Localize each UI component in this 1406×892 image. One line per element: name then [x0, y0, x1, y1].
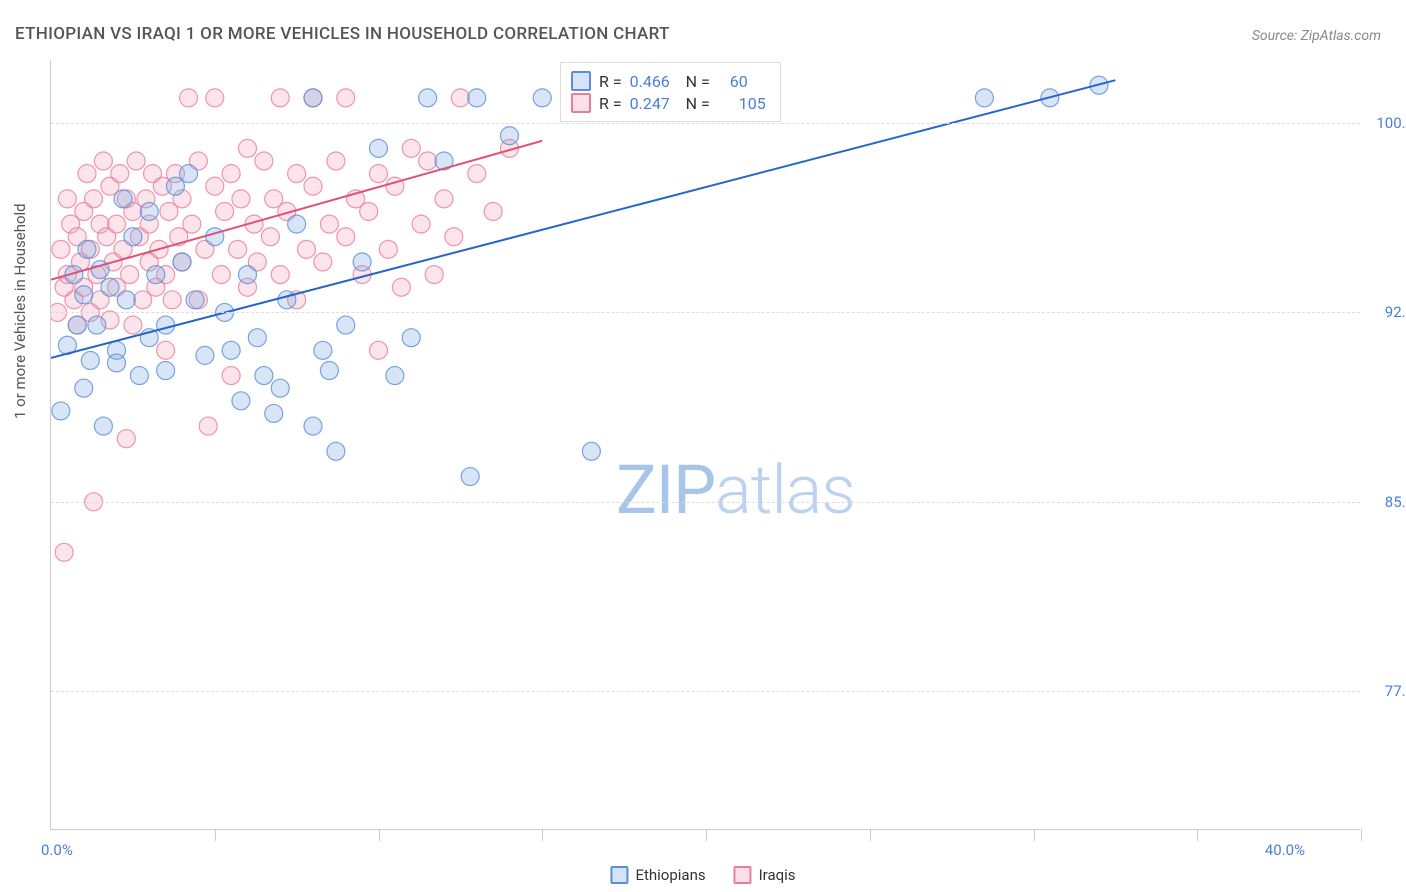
legend-label: Ethiopians: [635, 866, 705, 884]
legend-item-iraqis: Iraqis: [734, 866, 796, 884]
legend-label: Iraqis: [759, 866, 796, 884]
stats-row-ethiopians: R =0.466N = 60: [571, 71, 766, 91]
stats-legend-box: R =0.466N = 60 R =0.247N =105: [560, 62, 781, 122]
swatch-icon: [734, 866, 752, 884]
legend-bottom: Ethiopians Iraqis: [610, 866, 795, 884]
chart-container: ETHIOPIAN VS IRAQI 1 OR MORE VEHICLES IN…: [0, 0, 1406, 892]
chart-title: ETHIOPIAN VS IRAQI 1 OR MORE VEHICLES IN…: [15, 24, 670, 44]
y-axis-label: 1 or more Vehicles in Household: [11, 203, 29, 419]
source-label: Source: ZipAtlas.com: [1252, 28, 1381, 44]
x-tick-start: 0.0%: [41, 841, 73, 859]
swatch-icon: [610, 866, 628, 884]
stats-row-iraqis: R =0.247N =105: [571, 93, 766, 113]
scatter-svg: [51, 60, 1361, 830]
x-tick-end: 40.0%: [1265, 841, 1305, 859]
legend-item-ethiopians: Ethiopians: [610, 866, 705, 884]
plot-area: ZIPatlas 0.0% 40.0% 77.5%85.0%92.5%100.0…: [50, 60, 1360, 830]
